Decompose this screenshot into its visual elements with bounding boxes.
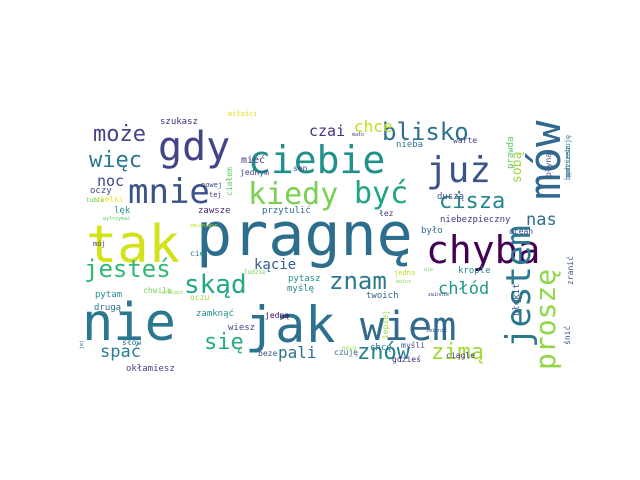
cloud-word: nocy xyxy=(342,345,357,352)
cloud-word: jednym xyxy=(240,168,269,177)
cloud-word: zawsze xyxy=(198,206,231,216)
cloud-word: pali xyxy=(278,343,317,362)
cloud-word: śnić xyxy=(562,326,572,345)
cloud-word: spać xyxy=(100,342,141,362)
cloud-word: mieć xyxy=(241,154,265,166)
cloud-word: twoich xyxy=(366,291,399,301)
cloud-word: ocean xyxy=(509,227,533,236)
cloud-word: zamknąć xyxy=(196,308,234,319)
cloud-word: czuję xyxy=(334,348,358,357)
cloud-word: zmienić xyxy=(426,327,447,334)
cloud-word: tej xyxy=(209,191,222,199)
cloud-word: wytrzymać xyxy=(103,215,130,222)
cloud-word: szukasz xyxy=(160,117,198,127)
cloud-word: jestem xyxy=(499,225,539,348)
cloud-word: warte xyxy=(453,136,477,145)
cloud-word: się xyxy=(204,330,244,355)
cloud-word: krople xyxy=(458,266,491,276)
cloud-word: już xyxy=(426,150,491,191)
cloud-word: pragnę xyxy=(196,200,413,270)
cloud-word: pytasz xyxy=(288,274,321,284)
cloud-word: tobie xyxy=(86,197,104,204)
cloud-word: łez xyxy=(379,209,394,218)
cloud-word: nieba xyxy=(396,140,423,150)
cloud-word: niebezpieczny xyxy=(440,215,511,225)
cloud-word: przytulić xyxy=(262,205,311,216)
cloud-word: skąd xyxy=(184,270,247,300)
cloud-word: będziesz xyxy=(564,146,572,180)
cloud-word: było xyxy=(421,226,443,236)
cloud-word: chłód xyxy=(438,279,489,299)
cloud-word: drugą xyxy=(94,303,121,313)
cloud-word: nowej xyxy=(201,181,222,189)
cloud-word: nie xyxy=(82,293,176,353)
cloud-word: wielki xyxy=(95,195,124,204)
cloud-word: oczy xyxy=(90,186,112,196)
cloud-word: zimą xyxy=(431,340,484,365)
cloud-word: proszę xyxy=(529,269,562,370)
cloud-word: prawda xyxy=(506,136,516,169)
cloud-word: miłości xyxy=(228,110,258,118)
cloud-word: blisko xyxy=(382,118,469,146)
cloud-word: chyba xyxy=(426,228,540,272)
cloud-word: sobą xyxy=(510,152,525,183)
cloud-word: płyną xyxy=(544,153,553,177)
cloud-word: jak xyxy=(245,296,335,354)
cloud-word: boisz xyxy=(396,279,411,285)
cloud-word: nas xyxy=(526,210,557,230)
cloud-word: ale xyxy=(424,267,433,273)
cloud-word: kiedy xyxy=(248,177,338,212)
cloud-word: więc xyxy=(89,148,142,173)
cloud-word: cię xyxy=(190,249,205,258)
cloud-word: czai xyxy=(309,122,345,140)
cloud-word: ciałem xyxy=(225,167,234,196)
cloud-word: tak xyxy=(86,215,180,275)
cloud-word: jej xyxy=(79,340,85,349)
cloud-word: mój xyxy=(93,240,106,248)
cloud-word: gdzieś xyxy=(392,354,421,364)
cloud-word: wiem xyxy=(360,304,456,350)
cloud-word: zmieniasz xyxy=(190,223,217,229)
cloud-word: kącie xyxy=(254,257,296,273)
cloud-word: ludzie xyxy=(244,269,266,276)
cloud-word: znam xyxy=(329,267,387,295)
cloud-word: zranić xyxy=(565,256,575,285)
cloud-word: chce xyxy=(354,117,393,136)
cloud-word: być xyxy=(354,176,408,211)
cloud-word: błękit xyxy=(512,283,522,316)
cloud-word: mów xyxy=(520,120,571,200)
cloud-word: może xyxy=(93,122,146,147)
cloud-word: jesteś xyxy=(84,255,171,283)
cloud-word: sen xyxy=(293,164,308,173)
cloud-word: potrzebuję xyxy=(564,135,572,177)
cloud-word: duszą xyxy=(437,192,464,202)
cloud-word: lepiej xyxy=(381,310,390,339)
cloud-word: mnie xyxy=(128,172,210,212)
cloud-word: chcę xyxy=(370,343,392,353)
cloud-word: jedną xyxy=(265,311,289,320)
cloud-word: mało xyxy=(352,132,364,138)
cloud-word: ciągle xyxy=(446,351,475,360)
cloud-word: cisza xyxy=(439,189,505,214)
cloud-word: myśli xyxy=(401,340,425,350)
cloud-word: znów xyxy=(357,340,411,365)
cloud-word: jedna xyxy=(394,269,415,277)
cloud-word: oczu xyxy=(190,293,209,302)
cloud-word: okłamiesz xyxy=(126,364,175,374)
cloud-word: myślę xyxy=(287,283,314,294)
cloud-word: pytam xyxy=(95,290,122,300)
cloud-word: noc xyxy=(97,172,124,190)
cloud-word: gdy xyxy=(158,124,230,170)
cloud-word: zwinnie xyxy=(428,292,449,298)
cloud-word: chwile xyxy=(143,286,172,295)
cloud-word: beze xyxy=(258,349,277,358)
cloud-word: wracasz xyxy=(162,290,183,296)
cloud-word: ciebie xyxy=(248,138,385,182)
cloud-word: słów xyxy=(122,337,141,347)
cloud-word: lęk xyxy=(114,206,131,216)
cloud-word: wiesz xyxy=(228,323,255,333)
